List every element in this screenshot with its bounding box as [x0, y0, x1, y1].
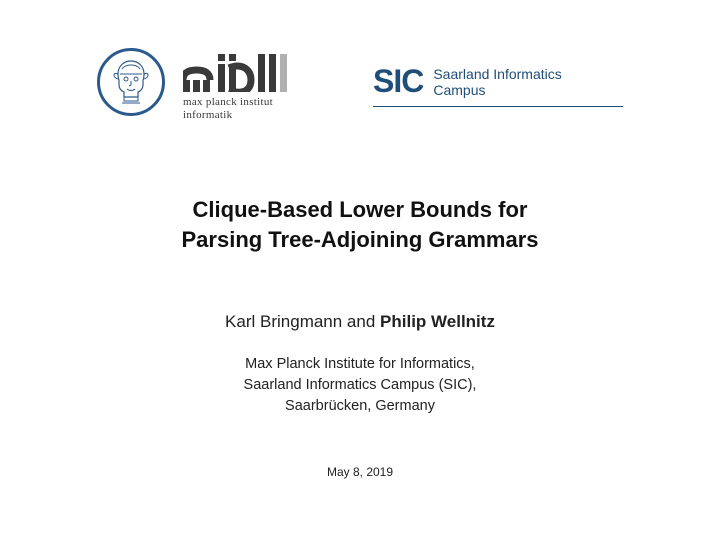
- title-line1: Clique-Based Lower Bounds for: [0, 195, 720, 225]
- minerva-svg: [104, 55, 158, 109]
- mpi-label-line1: max planck institut: [183, 96, 323, 109]
- sic-subtitle: Saarland Informatics Campus: [433, 66, 561, 98]
- mpi-label: max planck institut informatik: [183, 96, 323, 122]
- mpii-letters-icon: [183, 54, 323, 92]
- affil-line2: Saarland Informatics Campus (SIC),: [0, 375, 720, 396]
- affiliation: Max Planck Institute for Informatics, Sa…: [0, 354, 720, 417]
- sic-sub-line2: Campus: [433, 82, 561, 98]
- mpi-logo: max planck institut informatik: [97, 48, 323, 122]
- affil-line1: Max Planck Institute for Informatics,: [0, 354, 720, 375]
- sic-underline: [373, 106, 623, 107]
- authors: Karl Bringmann and Philip Wellnitz: [0, 312, 720, 332]
- author-prefix: Karl Bringmann and: [225, 312, 380, 331]
- author-bold: Philip Wellnitz: [380, 312, 495, 331]
- sic-row: SIC Saarland Informatics Campus: [373, 63, 623, 100]
- title-line2: Parsing Tree-Adjoining Grammars: [0, 225, 720, 255]
- slide-title: Clique-Based Lower Bounds for Parsing Tr…: [0, 195, 720, 254]
- logo-row: max planck institut informatik SIC Saarl…: [0, 48, 720, 122]
- affil-line3: Saarbrücken, Germany: [0, 396, 720, 417]
- mpi-wordmark: max planck institut informatik: [183, 48, 323, 122]
- mpi-label-line2: informatik: [183, 109, 323, 122]
- sic-logo: SIC Saarland Informatics Campus: [373, 63, 623, 107]
- sic-letters: SIC: [373, 63, 423, 100]
- sic-sub-line1: Saarland Informatics: [433, 66, 561, 82]
- date: May 8, 2019: [0, 465, 720, 479]
- minerva-icon: [97, 48, 165, 116]
- slide-content: Clique-Based Lower Bounds for Parsing Tr…: [0, 195, 720, 479]
